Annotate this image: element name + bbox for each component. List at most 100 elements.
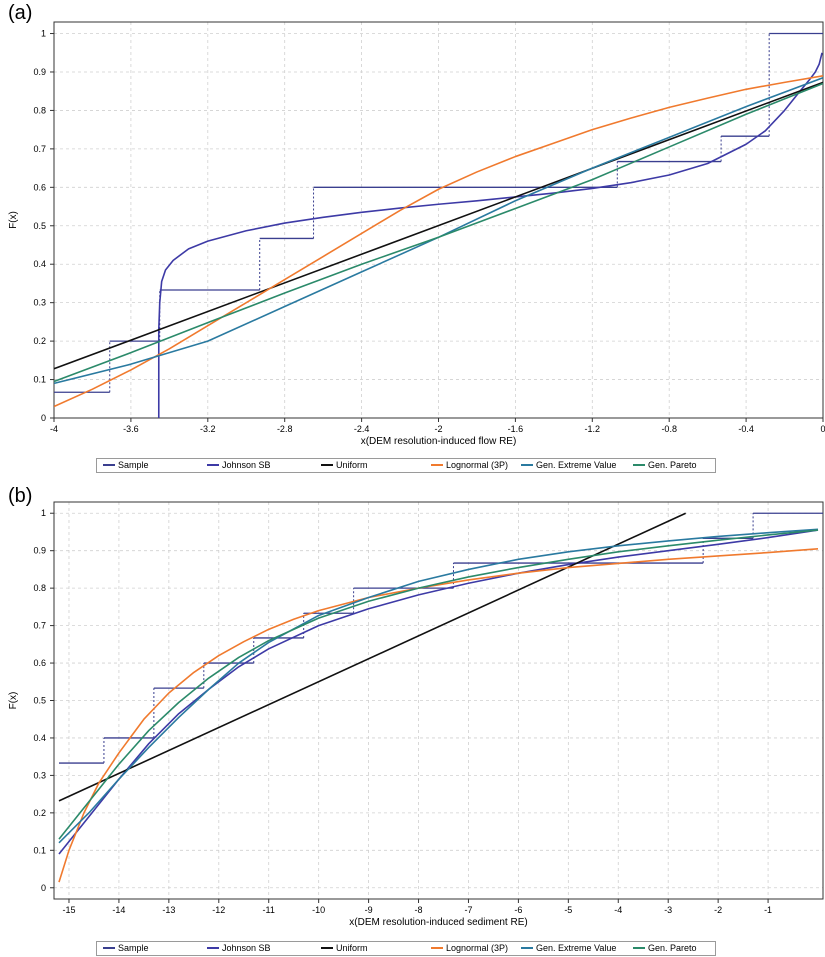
legend-label: Uniform (336, 460, 368, 470)
legend-item-uniform: Uniform (321, 459, 368, 472)
y-tick-label: 0.5 (33, 696, 46, 706)
legend-swatch (633, 946, 645, 949)
x-tick-label: -12 (212, 905, 225, 915)
y-tick-label: 0.6 (33, 182, 46, 192)
series-uniform-line (54, 81, 823, 370)
x-tick-label: -2 (434, 424, 442, 434)
legend-label: Lognormal (3P) (446, 460, 509, 470)
legend-label: Sample (118, 943, 149, 953)
legend-item-sample: Sample (103, 459, 149, 472)
y-tick-label: 0 (41, 883, 46, 893)
y-tick-label: 0.4 (33, 259, 46, 269)
series-gen-extreme-value-line (58, 528, 819, 844)
x-tick-label: -0.8 (661, 424, 677, 434)
series-lognormal-3p-line (58, 548, 819, 883)
x-tick-label: -0.4 (738, 424, 754, 434)
x-tick-label: -2 (714, 905, 722, 915)
x-tick-label: -10 (312, 905, 325, 915)
legend-a: Sample Johnson SB Uniform Lognormal (3P) Gen… (96, 458, 716, 473)
y-tick-label: 0.7 (33, 621, 46, 631)
legend-swatch (207, 946, 219, 949)
x-tick-label: -4 (50, 424, 58, 434)
series-gen-pareto-line (54, 82, 823, 383)
x-tick-label: -8 (415, 905, 423, 915)
x-tick-label: -1.2 (585, 424, 601, 434)
x-tick-label: -13 (162, 905, 175, 915)
x-tick-label: -14 (112, 905, 125, 915)
chart-panel-a: (a) -4 -3.6 -3.2 -2.8 -2.4 -2 -1.6 -1.2 -0.8 -0.4… (0, 0, 825, 478)
legend-label: Sample (118, 460, 149, 470)
legend-item-gen-extreme-value: Gen. Extreme Value (521, 942, 616, 955)
y-tick-label: 0.8 (33, 583, 46, 593)
legend-swatch (431, 463, 443, 466)
x-tick-label: -11 (263, 905, 275, 915)
legend-item-uniform: Uniform (321, 942, 368, 955)
x-tick-label: 0 (820, 424, 825, 434)
y-tick-label: 1 (41, 508, 46, 518)
y-tick-label: 0.1 (33, 845, 46, 855)
y-tick-label: 1 (41, 29, 46, 39)
y-tick-label: 0.5 (33, 221, 46, 231)
x-tick-label: -3 (664, 905, 672, 915)
legend-label: Gen. Extreme Value (536, 460, 617, 470)
legend-swatch (103, 946, 115, 949)
x-tick-label: -1.6 (508, 424, 524, 434)
x-tick-label: -1 (764, 905, 772, 915)
y-tick-label: 0.8 (33, 105, 46, 115)
legend-label: Johnson SB (222, 943, 271, 953)
y-tick-label: 0.3 (33, 298, 46, 308)
legend-item-gen-pareto: Gen. Pareto (633, 942, 697, 955)
legend-item-lognormal-3p: Lognormal (3P) (431, 459, 508, 472)
legend-swatch (521, 463, 533, 466)
x-tick-label: -5 (564, 905, 572, 915)
y-tick-label: 0 (41, 413, 46, 423)
chart-panel-b: (b) -15 -14 -13 -12 -11 -10 -9 -8 -7 -6 -5 -4 -3 -2 -1… (0, 485, 825, 957)
x-axis-label: x(DEM resolution-induced flow RE) (361, 436, 517, 447)
y-tick-label: 0.7 (33, 144, 46, 154)
x-tick-label: -15 (62, 905, 75, 915)
x-tick-label: -2.8 (277, 424, 293, 434)
legend-swatch (431, 946, 443, 949)
legend-label: Uniform (336, 943, 368, 953)
y-tick-label: 0.4 (33, 733, 46, 743)
series-uniform-line (58, 512, 687, 802)
series-johnson-sb-line (157, 52, 823, 418)
legend-swatch (521, 946, 533, 949)
legend-label: Gen. Pareto (648, 460, 697, 470)
x-tick-label: -9 (365, 905, 373, 915)
x-tick-label: -7 (464, 905, 472, 915)
legend-item-lognormal-3p: Lognormal (3P) (431, 942, 508, 955)
x-tick-label: -2.4 (354, 424, 370, 434)
legend-b: Sample Johnson SB Uniform Lognormal (3P) Gen… (96, 941, 716, 956)
y-tick-label: 0.3 (33, 770, 46, 780)
legend-swatch (633, 463, 645, 466)
legend-swatch (103, 463, 115, 466)
panel-label-b: (b) (8, 485, 33, 507)
chart-a-plot: -4 -3.6 -3.2 -2.8 -2.4 -2 -1.6 -1.2 -0.8 -0.4 0 0 0.… (8, 21, 825, 447)
legend-item-sample: Sample (103, 942, 149, 955)
panel-label-a: (a) (8, 2, 33, 24)
y-axis-label: F(x) (8, 211, 19, 229)
x-tick-label: -4 (614, 905, 622, 915)
series-lognormal-3p-line (54, 75, 823, 408)
legend-label: Gen. Pareto (648, 943, 697, 953)
x-tick-label: -3.2 (200, 424, 216, 434)
legend-item-johnson-sb: Johnson SB (207, 459, 271, 472)
legend-label: Lognormal (3P) (446, 943, 509, 953)
x-axis-label: x(DEM resolution-induced sediment RE) (349, 917, 527, 928)
legend-swatch (321, 463, 333, 466)
x-tick-label: -3.6 (123, 424, 139, 434)
y-tick-label: 0.9 (33, 67, 46, 77)
y-tick-label: 0.6 (33, 658, 46, 668)
legend-swatch (207, 463, 219, 466)
legend-item-gen-pareto: Gen. Pareto (633, 459, 697, 472)
legend-item-johnson-sb: Johnson SB (207, 942, 271, 955)
legend-label: Gen. Extreme Value (536, 943, 617, 953)
legend-swatch (321, 946, 333, 949)
y-tick-label: 0.2 (33, 336, 46, 346)
legend-item-gen-extreme-value: Gen. Extreme Value (521, 459, 616, 472)
series-johnson-sb-line (58, 529, 819, 855)
chart-b-plot: -15 -14 -13 -12 -11 -10 -9 -8 -7 -6 -5 -4 -3 -2 -100.1… (8, 501, 824, 928)
legend-label: Johnson SB (222, 460, 271, 470)
y-tick-label: 0.9 (33, 546, 46, 556)
